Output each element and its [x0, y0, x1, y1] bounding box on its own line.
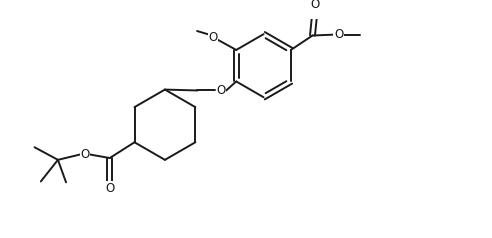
Text: O: O: [208, 31, 217, 44]
Text: O: O: [105, 182, 114, 195]
Text: O: O: [80, 148, 90, 161]
Text: O: O: [310, 0, 319, 11]
Text: O: O: [334, 28, 343, 41]
Text: O: O: [216, 84, 225, 97]
